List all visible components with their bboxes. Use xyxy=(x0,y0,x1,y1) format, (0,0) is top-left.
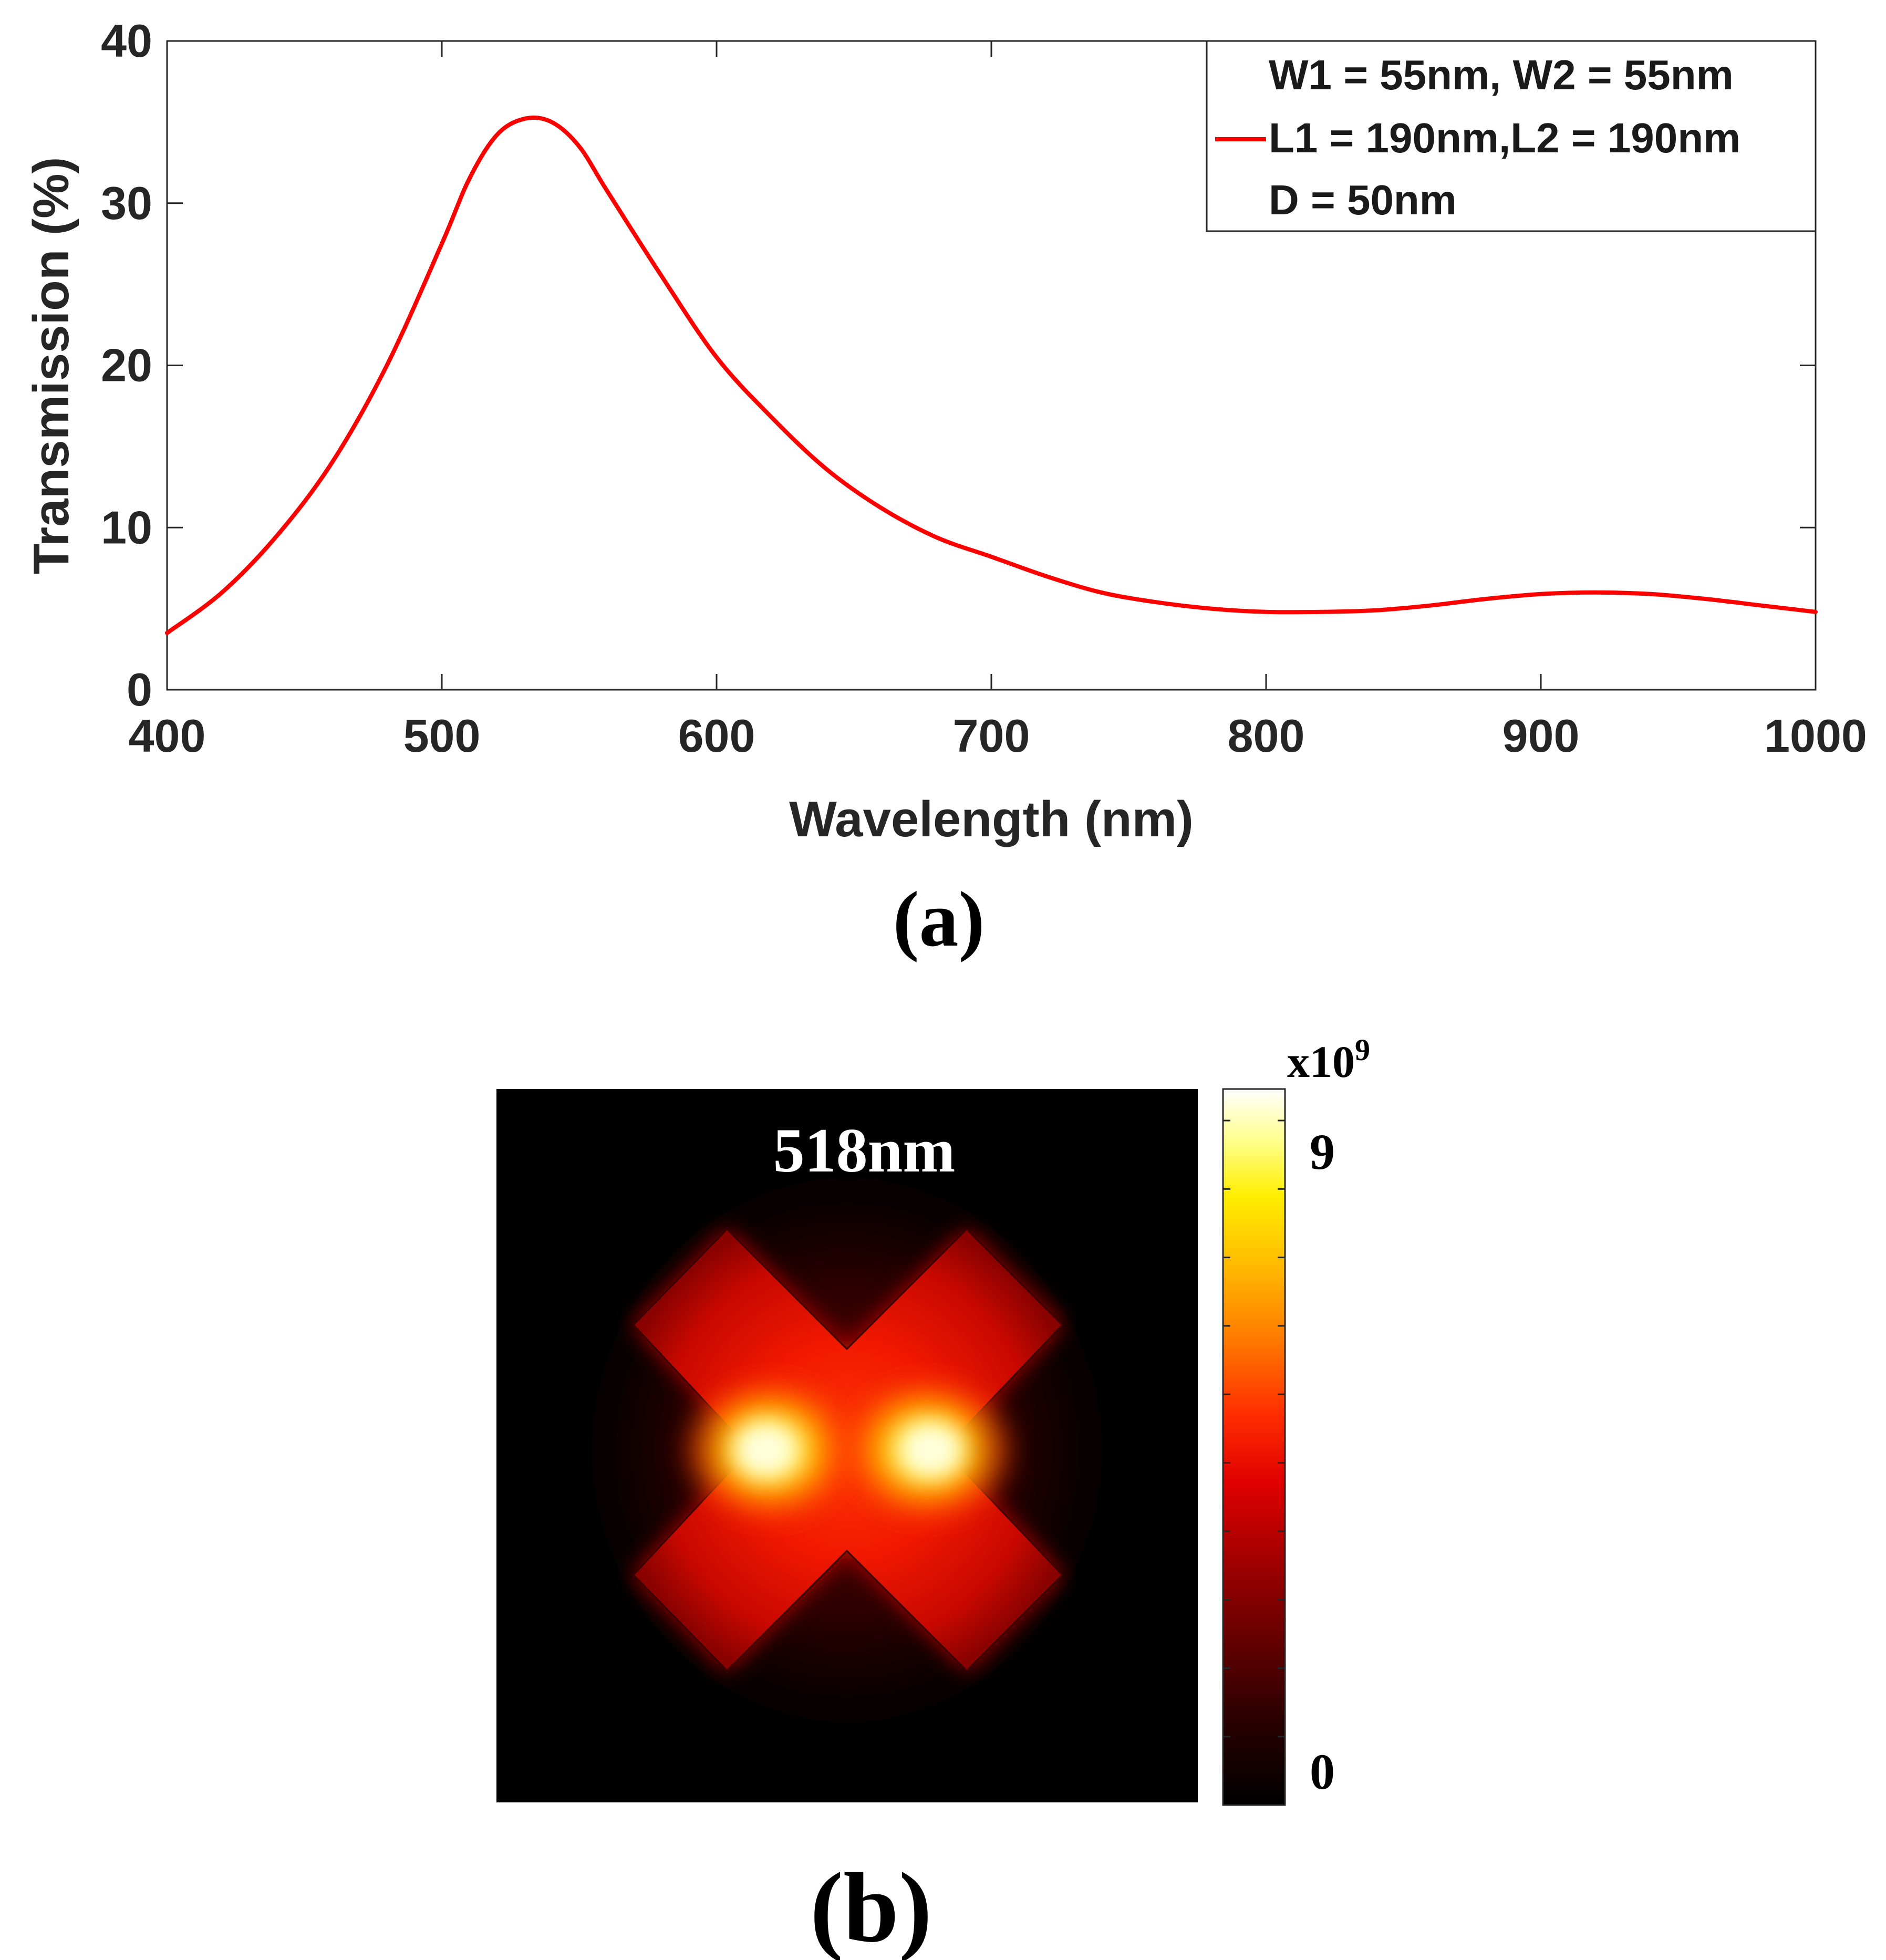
legend-box xyxy=(1206,40,1817,232)
y-tick-label: 10 xyxy=(101,501,152,553)
colorbar-ticks xyxy=(1223,1119,1285,1806)
x-tick-label: 1000 xyxy=(1764,710,1867,762)
colorbar: x109 9 0 xyxy=(1222,1033,1370,1806)
x-tick-label: 500 xyxy=(403,710,481,762)
hotspot-core-left xyxy=(735,1426,793,1474)
field-map: 518nm xyxy=(496,1089,1198,1802)
colorbar-exponent: x109 xyxy=(1287,1033,1370,1087)
colorbar-tick-label-min: 0 xyxy=(1310,1744,1335,1800)
x-tick-label: 700 xyxy=(953,710,1030,762)
legend-entry-2: L1 = 190nm,L2 = 190nm xyxy=(1269,115,1740,161)
x-tick-label: 600 xyxy=(678,710,755,762)
panel-label-b: (b) xyxy=(810,1853,932,1960)
y-tick-label: 20 xyxy=(101,339,152,391)
legend-entry-1: W1 = 55nm, W2 = 55nm xyxy=(1269,51,1734,98)
y-axis-label: Transmission (%) xyxy=(23,157,79,575)
transmission-chart: 0 10 20 30 40 400 500 600 700 800 900 1000 W1 = 55… xyxy=(23,15,1867,963)
legend-entry-3: D = 50nm xyxy=(1269,177,1457,223)
y-tick-label: 0 xyxy=(127,663,152,715)
x-axis-label: Wavelength (nm) xyxy=(789,791,1194,847)
y-tick-label: 40 xyxy=(101,15,152,67)
x-axis-ticks: 400 500 600 700 800 900 1000 xyxy=(129,41,1867,762)
panel-label-a: (a) xyxy=(893,876,985,963)
x-tick-label: 900 xyxy=(1502,710,1580,762)
colorbar-tick-label-max: 9 xyxy=(1310,1124,1335,1180)
field-map-panel: 518nm x109 9 0 (b) xyxy=(496,1033,1370,1960)
hotspot-core-right xyxy=(904,1426,961,1474)
colorbar-gradient xyxy=(1222,1088,1286,1806)
x-tick-label: 800 xyxy=(1228,710,1305,762)
transmission-curve xyxy=(165,116,1818,635)
wavelength-annotation: 518nm xyxy=(773,1115,956,1185)
y-tick-label: 30 xyxy=(101,177,152,229)
legend: W1 = 55nm, W2 = 55nm L1 = 190nm,L2 = 190… xyxy=(1206,40,1817,232)
y-axis-ticks: 0 10 20 30 40 xyxy=(101,15,1816,715)
x-tick-label: 400 xyxy=(129,710,206,762)
